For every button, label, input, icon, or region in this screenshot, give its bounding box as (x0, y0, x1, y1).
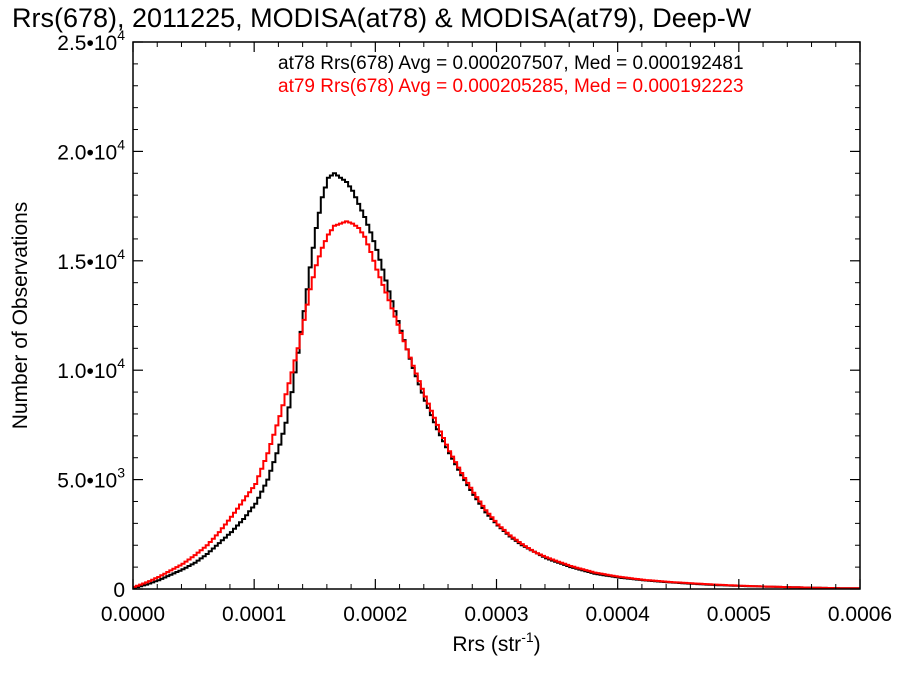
y-tick-label: 1.5•104 (57, 246, 125, 274)
y-axis-label: Number of Observations (9, 202, 32, 430)
x-tick-label: 0.0003 (464, 603, 528, 626)
chart-title: Rrs(678), 2011225, MODISA(at78) & MODISA… (12, 3, 752, 33)
x-tick-label: 0.0004 (586, 603, 651, 626)
x-axis-label: Rrs (str-1) (452, 629, 540, 656)
y-tick-label: 2.5•104 (57, 27, 125, 55)
x-tick-label: 0.0000 (101, 603, 165, 626)
x-tick-label: 0.0005 (707, 603, 771, 626)
x-tick-label: 0.0006 (828, 603, 892, 626)
x-axis: 0.0000 0.0001 0.0002 0.0003 0.0004 0.0005 0.00… (101, 42, 892, 626)
plot-area (133, 172, 860, 590)
stats-annotation: at78 Rrs(678) Avg = 0.000207507, Med = 0… (278, 53, 744, 74)
plot-frame (132, 41, 861, 590)
y-tick-label: 2.0•104 (57, 136, 125, 164)
y-tick-label: 5.0•103 (57, 465, 125, 493)
annotations: at78 Rrs(678) Avg = 0.000207507, Med = 0… (278, 53, 744, 97)
y-tick-label: 0 (113, 579, 125, 602)
y-tick-label: 1.0•104 (57, 355, 125, 383)
series-line-1 (133, 220, 860, 590)
x-tick-label: 0.0002 (343, 603, 407, 626)
series-line-0 (133, 172, 860, 590)
y-axis: 0 5.0•103 1.0•104 1.5•104 2.0•104 2.5•104 (57, 27, 860, 602)
stats-annotation: at79 Rrs(678) Avg = 0.000205285, Med = 0… (278, 76, 744, 97)
x-tick-label: 0.0001 (222, 603, 286, 626)
